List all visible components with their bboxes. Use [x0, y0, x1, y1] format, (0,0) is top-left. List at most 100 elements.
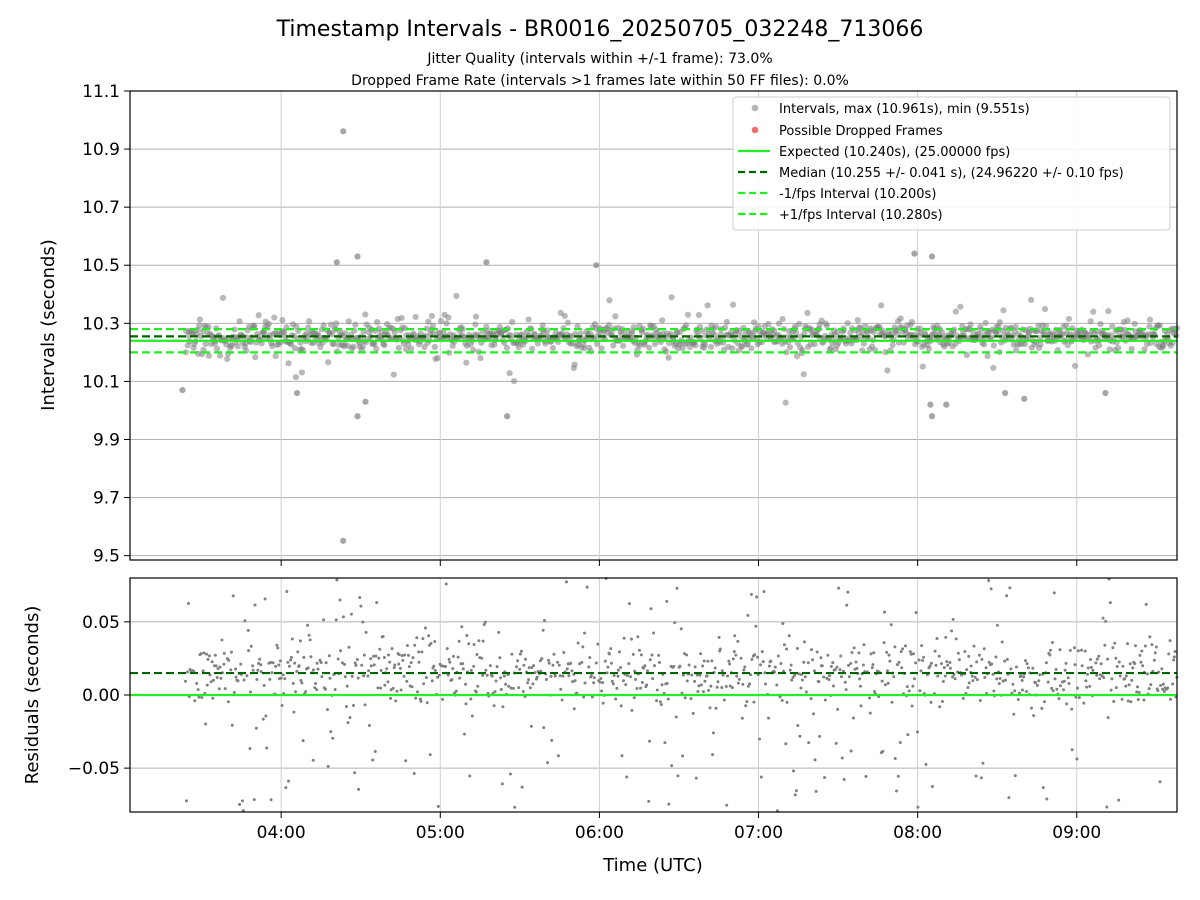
residual-point [215, 676, 219, 680]
interval-point [437, 317, 445, 325]
legend-box [732, 96, 1171, 231]
residual-point [609, 661, 613, 665]
residual-point [372, 654, 376, 658]
interval-point [463, 359, 470, 366]
residual-point [652, 664, 656, 668]
residual-point [898, 741, 902, 745]
residual-point [847, 663, 851, 667]
residual-point [818, 734, 822, 738]
residual-point [587, 665, 591, 669]
residual-point [625, 674, 629, 678]
interval-point [429, 323, 436, 330]
residual-point [849, 661, 853, 665]
interval-point [889, 341, 896, 349]
interval-point [425, 318, 432, 325]
residual-point [1051, 689, 1055, 693]
residual-point [984, 666, 988, 670]
residual-point [929, 700, 933, 704]
interval-point [927, 401, 934, 408]
interval-point [594, 340, 601, 348]
interval-point [265, 320, 272, 327]
interval-point [216, 352, 224, 359]
residual-point [213, 653, 217, 657]
residual-point [460, 625, 464, 629]
residual-point [1080, 664, 1084, 668]
interval-point [354, 253, 361, 260]
interval-point [963, 351, 970, 359]
residual-point [202, 651, 206, 655]
y-tick-label: 10.3 [82, 314, 120, 334]
residual-point [259, 670, 263, 674]
residual-point [561, 674, 565, 678]
residual-point [1166, 686, 1170, 690]
residual-point [462, 732, 466, 736]
residual-point [778, 695, 782, 699]
interval-point [354, 413, 361, 420]
residual-point [367, 669, 371, 673]
residual-point [1063, 668, 1067, 672]
residual-point [328, 676, 332, 680]
residual-point [398, 666, 402, 670]
residual-point [447, 657, 451, 661]
y-tick-label: 11.1 [82, 82, 120, 102]
residual-point [349, 612, 353, 616]
interval-point [350, 343, 357, 350]
residual-point [817, 680, 821, 684]
residual-point [324, 661, 328, 665]
residual-point [1074, 695, 1078, 699]
residual-point [1022, 675, 1026, 679]
residual-point [581, 645, 585, 649]
residual-point [737, 677, 741, 681]
interval-point [928, 413, 936, 420]
residual-point [513, 805, 517, 809]
residual-point [338, 598, 342, 602]
interval-point [325, 359, 332, 366]
residual-point [899, 650, 903, 654]
x-tick-label: 04:00 [257, 823, 306, 843]
interval-point [360, 328, 367, 335]
residual-point [767, 664, 771, 668]
residual-point [287, 779, 291, 783]
interval-point [779, 315, 786, 323]
residual-point [592, 676, 596, 680]
residual-point [585, 585, 589, 589]
residual-point [936, 674, 940, 678]
interval-point [1021, 395, 1028, 402]
interval-point [234, 343, 241, 350]
interval-point [646, 344, 653, 351]
residual-point [722, 698, 726, 702]
residual-point [1007, 796, 1011, 800]
residual-point [1160, 667, 1164, 671]
interval-point [704, 302, 711, 309]
residual-point [500, 782, 504, 786]
residual-point [627, 662, 631, 666]
residual-point [1009, 667, 1013, 671]
interval-point [744, 340, 751, 348]
residual-point [831, 661, 835, 665]
interval-point [683, 322, 690, 329]
residual-point [1136, 685, 1140, 689]
residual-point [924, 762, 928, 766]
interval-point [834, 329, 841, 336]
residual-point [980, 657, 984, 661]
residual-point [1117, 660, 1121, 664]
residual-point [837, 586, 841, 590]
residual-point [246, 628, 250, 632]
residual-point [347, 645, 351, 649]
x-axis-label: Time (UTC) [602, 855, 703, 876]
residual-point [844, 688, 848, 692]
residual-point [569, 661, 573, 665]
residual-point [938, 705, 942, 709]
residual-point [393, 663, 397, 667]
interval-point [1105, 308, 1112, 315]
legend-label-dropped: Possible Dropped Frames [779, 124, 943, 139]
residual-point [385, 667, 389, 671]
residual-point [605, 671, 609, 675]
interval-point [213, 345, 221, 352]
residual-point [1088, 657, 1092, 661]
residual-point [885, 650, 889, 654]
interval-point [994, 329, 1001, 336]
residual-point [343, 675, 347, 679]
interval-point [503, 344, 511, 351]
x-tick-label: 08:00 [893, 823, 942, 843]
